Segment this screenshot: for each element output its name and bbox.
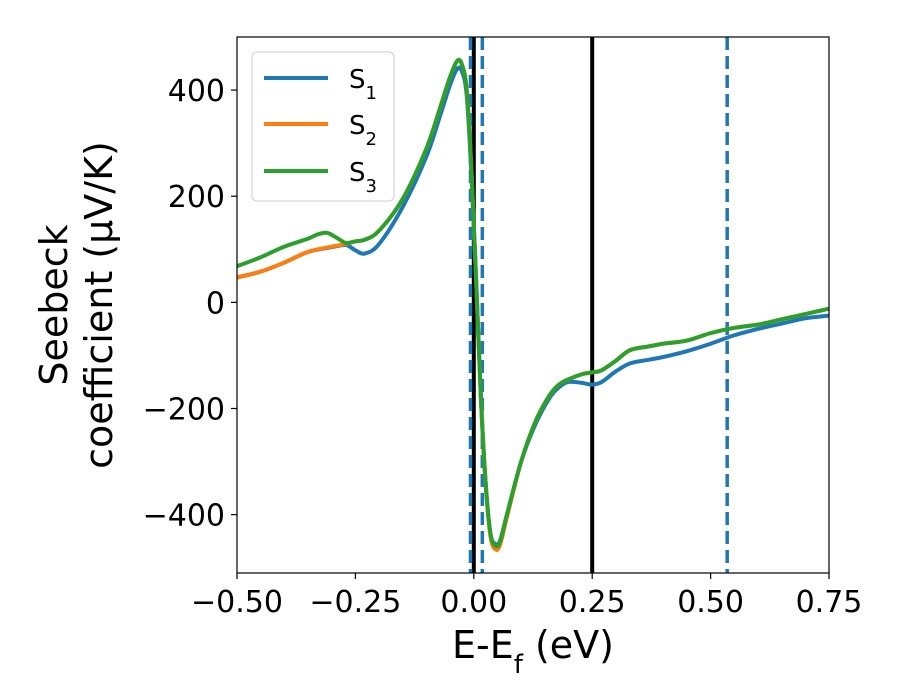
x-axis-ticks: −0.50 −0.25 0.00 0.25 0.50 0.75 <box>191 573 862 620</box>
y-tick-label: 0 <box>206 286 225 321</box>
x-tick-label: 0.75 <box>796 585 863 620</box>
x-tick-label: 0.50 <box>677 585 744 620</box>
y-tick-label: −200 <box>143 392 225 427</box>
x-tick-label: −0.25 <box>309 585 401 620</box>
y-axis-title-line2: coefficient (μV/K) <box>77 141 121 469</box>
plot-frame <box>236 36 830 574</box>
x-tick-label: −0.50 <box>191 585 283 620</box>
series-lines <box>237 57 829 553</box>
legend-box <box>251 51 395 202</box>
legend: S1 S2 S3 <box>251 51 395 202</box>
y-tick-label: 200 <box>168 180 225 215</box>
series-line-s3 <box>237 57 829 549</box>
x-axis-title: E-Ef (eV) <box>452 623 614 680</box>
y-axis-title-line1: Seebeck <box>32 224 76 385</box>
y-tick-label: −400 <box>143 499 225 534</box>
legend-label-s1: S1 <box>349 65 377 104</box>
vertical-lines <box>468 37 729 573</box>
y-axis-ticks: −400 −200 0 200 400 <box>143 74 237 534</box>
legend-label-s2: S2 <box>349 111 377 150</box>
y-axis-title: Seebeck coefficient (μV/K) <box>32 141 121 469</box>
y-tick-label: 400 <box>168 74 225 109</box>
legend-label-s3: S3 <box>349 158 377 197</box>
x-tick-label: 0.00 <box>440 585 507 620</box>
x-tick-label: 0.25 <box>559 585 626 620</box>
